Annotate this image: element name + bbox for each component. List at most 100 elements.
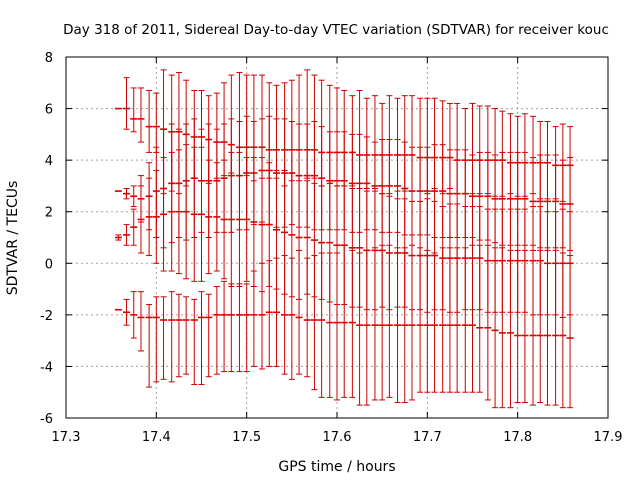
error-bar [190,146,198,282]
error-bar [310,255,318,391]
error-bar [243,157,251,282]
y-tick-label: 2 [45,206,53,221]
error-bar [295,249,303,375]
error-bar [182,144,190,280]
error-bar [130,291,138,339]
y-tick-label: 0 [45,257,53,272]
error-bar [152,296,160,383]
error-bar [288,257,296,380]
error-bar [145,304,153,388]
error-bar [536,249,544,404]
error-bar [521,249,529,404]
x-tick-label: 17.9 [594,430,623,445]
error-bar [333,252,341,401]
x-tick-label: 17.5 [232,430,261,445]
error-bar [446,247,454,393]
error-bar [160,157,168,272]
error-bar [235,283,243,373]
error-bar [529,249,537,406]
error-bar [371,247,379,401]
error-bar [265,260,273,367]
error-bar [145,90,153,153]
error-bar [250,270,258,367]
error-bar [378,244,386,401]
error-bar [326,252,334,398]
error-bar [484,244,492,401]
x-tick-label: 17.8 [503,430,532,445]
error-bar [220,159,228,280]
error-bar [461,247,469,393]
error-bar [137,87,145,143]
error-bar [423,249,431,393]
error-bar [243,283,251,373]
error-bar [160,296,168,380]
error-bar [476,244,484,393]
x-tick-label: 17.3 [52,430,81,445]
error-bar [340,244,348,398]
series-layer [114,69,574,409]
series-lower [114,244,574,409]
error-bar [123,77,131,130]
error-bar [363,249,371,406]
x-tick-label: 17.4 [142,430,171,445]
error-bar [137,185,145,254]
error-bar [175,293,183,378]
error-bar [227,283,235,373]
error-bar [205,293,213,378]
error-bar [145,177,153,257]
error-bar [137,291,145,352]
error-bar [514,249,522,404]
error-bar [198,146,205,282]
error-bar [469,244,476,393]
error-bar [123,188,131,200]
error-bar [416,247,424,393]
error-bar [498,247,506,409]
error-bar [506,249,514,409]
error-bar [356,252,364,406]
error-bar [213,285,221,375]
error-bar [168,151,176,272]
x-axis: 17.3 17.4 17.5 17.6 17.7 17.8 17.9 [52,57,623,445]
error-bar [220,280,228,373]
error-bar [401,247,409,404]
error-bar [303,257,311,378]
error-bar [130,185,138,208]
error-bar [152,92,160,153]
x-tick-label: 17.6 [323,430,352,445]
error-bar [318,252,326,398]
error-bar [453,247,461,393]
error-bar [123,298,131,326]
y-tick-label: -2 [40,309,53,324]
error-bar [439,247,447,393]
y-tick-label: 8 [45,51,53,66]
error-bar [491,247,499,409]
error-bar [552,249,560,406]
error-bar [205,159,213,275]
error-bar [227,151,235,287]
y-tick-label: 6 [45,103,53,118]
error-bar [168,291,176,383]
error-bar [566,255,574,409]
error-bar [213,162,221,272]
error-bar [198,291,205,385]
error-bar [385,244,393,398]
x-axis-label: GPS time / hours [278,459,395,475]
error-bar [182,296,190,375]
error-bar [272,257,280,367]
y-tick-label: 4 [45,154,53,169]
y-tick-label: -4 [40,360,53,375]
x-tick-label: 17.7 [413,430,442,445]
error-bar [408,244,416,401]
error-bar [543,249,551,406]
error-bar [130,87,138,133]
error-bar [175,149,183,275]
error-bar [190,298,198,385]
y-axis-label: SDTVAR / TECUs [5,181,21,296]
error-bar [431,252,439,393]
error-bar [130,208,138,246]
error-bar [250,157,258,287]
error-bar [394,247,402,404]
y-axis: -6 -4 -2 0 2 4 6 8 [40,51,608,427]
error-bar [559,252,567,409]
error-bar [281,255,289,375]
